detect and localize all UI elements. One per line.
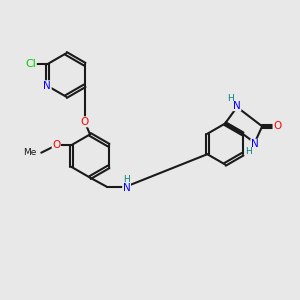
Text: O: O [52,140,60,150]
Text: H: H [245,147,251,156]
Text: H: H [123,175,129,184]
Text: O: O [273,121,281,131]
Text: N: N [233,100,241,111]
Text: N: N [123,183,130,193]
Text: Cl: Cl [26,59,36,69]
Text: N: N [251,139,259,149]
Text: O: O [81,117,89,127]
Text: N: N [44,81,51,91]
Text: H: H [227,94,234,103]
Text: Me: Me [23,148,37,157]
